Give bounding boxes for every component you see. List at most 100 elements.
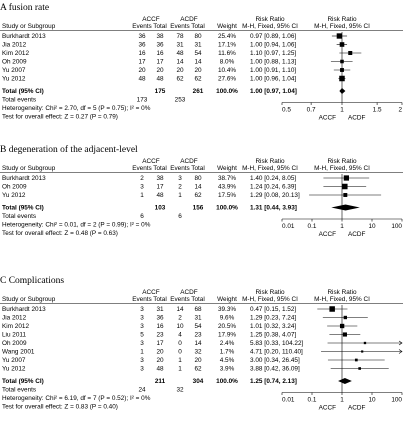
total-right: 80: [194, 175, 202, 182]
effect-header: Risk Ratio: [255, 289, 285, 296]
total-left: 48: [156, 192, 164, 199]
study-point: [342, 332, 347, 337]
events-left: 3: [140, 357, 144, 364]
study-point: [358, 367, 361, 370]
total-ci: 1.00 [0.97, 1.04]: [250, 88, 297, 95]
heterogeneity-text: Heterogeneity: Chi² = 6.19, df = 7 (P = …: [2, 395, 151, 402]
events-left: 1: [140, 192, 144, 199]
study-weight: 2.4%: [220, 340, 235, 347]
total-right: 68: [194, 306, 202, 313]
total-right: 20: [194, 67, 202, 74]
events-right: 62: [176, 76, 184, 83]
study-ci: 3.00 [0.34, 26.45]: [250, 357, 300, 364]
events-right: 1: [178, 192, 182, 199]
total-weight: 100.0%: [216, 88, 238, 95]
weight-header: Weight: [217, 296, 237, 303]
x-tick-label: 0.01: [282, 223, 295, 230]
events-left: 3: [140, 340, 144, 347]
events-left: 3: [140, 306, 144, 313]
study-ci: 1.29 [0.23, 7.24]: [250, 315, 296, 322]
events-right: 14: [176, 59, 184, 66]
study-weight: 10.4%: [218, 67, 236, 74]
study-name: Yu 2012: [2, 76, 26, 83]
total-right: 80: [194, 33, 202, 40]
plot-header: Risk Ratio: [327, 158, 357, 165]
x-tick-label: 10: [368, 397, 376, 404]
total-right: 31: [194, 315, 202, 322]
heterogeneity-text: Heterogeneity: Chi² = 0.01, df = 2 (P = …: [2, 222, 151, 229]
study-name: Liu 2011: [2, 332, 26, 339]
total-weight: 100.0%: [216, 205, 238, 212]
events-right: 31: [176, 42, 184, 49]
total-n-right: 261: [193, 88, 204, 95]
total-header-left: Total: [153, 165, 167, 172]
events-right: 0: [178, 349, 182, 356]
study-point: [343, 315, 348, 320]
plot-header: Risk Ratio: [327, 16, 357, 23]
study-weight: 25.4%: [218, 33, 236, 40]
total-left: 48: [156, 366, 164, 373]
study-weight: 20.5%: [218, 323, 236, 330]
x-tick-label: 1: [340, 223, 344, 230]
events-right: 4: [178, 332, 182, 339]
x-tick-label: 1: [340, 397, 344, 404]
events-left: 2: [140, 175, 144, 182]
group-label-right: ACDF: [180, 16, 197, 23]
events-right: 20: [176, 67, 184, 74]
study-weight: 17.9%: [218, 332, 236, 339]
overall-effect-text: Test for overall effect: Z = 0.83 (P = 0…: [2, 404, 118, 411]
total-header-left: Total: [153, 23, 167, 30]
study-header: Study or Subgroup: [2, 165, 56, 172]
plot-method-header: M-H, Fixed, 95% CI: [314, 23, 370, 30]
total-left: 17: [156, 59, 164, 66]
study-ci: 1.24 [0.24, 6.39]: [250, 184, 296, 191]
study-ci: 3.88 [0.42, 36.09]: [250, 366, 300, 373]
panel-title: B degeneration of the adjacent-level: [0, 144, 138, 155]
study-point: [343, 175, 350, 181]
study-name: Oh 2009: [2, 59, 27, 66]
total-events-left: 24: [138, 387, 146, 394]
total-n-left: 211: [155, 378, 166, 385]
study-point: [354, 358, 358, 362]
total-diamond: [338, 378, 352, 384]
total-right: 31: [194, 42, 202, 49]
total-right: 23: [194, 332, 202, 339]
plot-header: Risk Ratio: [327, 289, 357, 296]
total-n-left: 103: [155, 205, 166, 212]
total-events-label: Total events: [2, 387, 36, 394]
total-events-left: 6: [140, 213, 144, 220]
study-weight: 11.6%: [218, 50, 236, 57]
study-point: [343, 193, 348, 197]
events-left: 36: [138, 33, 146, 40]
effect-header: Risk Ratio: [255, 158, 285, 165]
x-tick-label: 0.1: [308, 397, 317, 404]
total-header-right: Total: [191, 296, 205, 303]
study-weight: 39.3%: [218, 306, 236, 313]
total-n-left: 175: [155, 88, 166, 95]
effect-header: Risk Ratio: [255, 16, 285, 23]
study-weight: 17.1%: [218, 42, 236, 49]
events-left: 3: [140, 315, 144, 322]
group-label-left: ACCF: [142, 16, 159, 23]
events-header-right: Events: [170, 23, 190, 30]
total-left: 20: [156, 349, 164, 356]
events-left: 3: [140, 323, 144, 330]
study-ci: 1.00 [0.91, 1.10]: [250, 67, 296, 74]
study-weight: 43.9%: [218, 184, 236, 191]
study-name: Jia 2012: [2, 42, 27, 49]
effect-method-header: M-H, Fixed, 95% CI: [242, 23, 298, 30]
total-events-label: Total events: [2, 97, 36, 104]
ci-arrow-right: [398, 340, 403, 346]
ci-arrow-right: [398, 349, 403, 354]
events-right: 78: [176, 33, 184, 40]
x-tick-label: 1.5: [373, 107, 382, 114]
study-name: Kim 2012: [2, 50, 29, 57]
total-left: 36: [156, 42, 164, 49]
x-tick-label: 100: [391, 397, 402, 404]
weight-header: Weight: [217, 23, 237, 30]
favours-right-label: ACDF: [348, 231, 365, 238]
group-label-right: ACDF: [180, 289, 197, 296]
events-left: 5: [140, 332, 144, 339]
favours-left-label: ACCF: [319, 231, 336, 238]
total-left: 16: [156, 323, 164, 330]
